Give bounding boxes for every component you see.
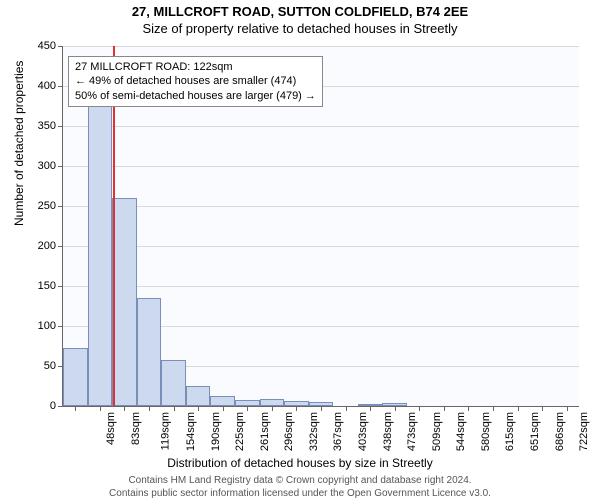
y-tick-mark <box>58 406 63 407</box>
annotation-box: 27 MILLCROFT ROAD: 122sqm← 49% of detach… <box>68 56 323 107</box>
grid-line <box>63 246 579 247</box>
y-tick-label: 150 <box>26 280 56 292</box>
x-tick-label: 261sqm <box>259 412 271 451</box>
y-tick-mark <box>58 126 63 127</box>
y-tick-mark <box>58 166 63 167</box>
y-tick-mark <box>58 326 63 327</box>
x-tick-mark <box>370 406 371 411</box>
grid-line <box>63 206 579 207</box>
x-tick-label: 332sqm <box>308 412 320 451</box>
x-axis-label: Distribution of detached houses by size … <box>0 456 600 470</box>
x-tick-mark <box>419 406 420 411</box>
grid-line <box>63 166 579 167</box>
x-tick-mark <box>296 406 297 411</box>
x-tick-label: 544sqm <box>455 412 467 451</box>
y-tick-label: 400 <box>26 80 56 92</box>
x-tick-mark <box>198 406 199 411</box>
x-tick-label: 651sqm <box>529 412 541 451</box>
annotation-line: ← 49% of detached houses are smaller (47… <box>75 74 316 88</box>
x-tick-mark <box>149 406 150 411</box>
x-tick-label: 225sqm <box>234 412 246 451</box>
y-tick-label: 300 <box>26 160 56 172</box>
x-tick-label: 190sqm <box>210 412 222 451</box>
histogram-bar <box>161 360 186 406</box>
histogram-bar <box>186 386 211 406</box>
y-tick-mark <box>58 286 63 287</box>
x-tick-mark <box>518 406 519 411</box>
annotation-line: 50% of semi-detached houses are larger (… <box>75 89 316 103</box>
y-axis-label: Number of detached properties <box>12 61 26 226</box>
histogram-bar <box>260 399 285 406</box>
y-tick-label: 50 <box>26 360 56 372</box>
x-tick-mark <box>567 406 568 411</box>
x-tick-mark <box>542 406 543 411</box>
histogram-bar <box>112 198 137 406</box>
x-tick-mark <box>223 406 224 411</box>
x-tick-mark <box>468 406 469 411</box>
x-tick-label: 48sqm <box>105 412 117 445</box>
x-tick-label: 473sqm <box>406 412 418 451</box>
x-tick-mark <box>346 406 347 411</box>
x-tick-label: 403sqm <box>357 412 369 451</box>
footer-attribution: Contains HM Land Registry data © Crown c… <box>0 475 600 500</box>
y-tick-label: 0 <box>26 400 56 412</box>
y-tick-mark <box>58 86 63 87</box>
x-tick-mark <box>247 406 248 411</box>
annotation-line: 27 MILLCROFT ROAD: 122sqm <box>75 60 316 74</box>
x-tick-label: 438sqm <box>382 412 394 451</box>
x-tick-mark <box>174 406 175 411</box>
x-tick-label: 615sqm <box>505 412 517 451</box>
x-tick-label: 686sqm <box>554 412 566 451</box>
x-tick-label: 154sqm <box>185 412 197 451</box>
chart-area: 48sqm83sqm119sqm154sqm190sqm225sqm261sqm… <box>62 46 578 406</box>
grid-line <box>63 126 579 127</box>
grid-line <box>63 286 579 287</box>
chart-title-1: 27, MILLCROFT ROAD, SUTTON COLDFIELD, B7… <box>0 4 600 19</box>
x-tick-label: 119sqm <box>160 412 172 450</box>
chart-title-2: Size of property relative to detached ho… <box>0 21 600 36</box>
x-tick-label: 296sqm <box>283 412 295 451</box>
histogram-bar <box>210 396 235 406</box>
x-tick-mark <box>272 406 273 411</box>
x-tick-label: 509sqm <box>431 412 443 451</box>
x-tick-mark <box>395 406 396 411</box>
y-tick-label: 100 <box>26 320 56 332</box>
y-tick-label: 350 <box>26 120 56 132</box>
histogram-bar <box>63 348 88 406</box>
histogram-bar <box>137 298 162 406</box>
x-tick-mark <box>100 406 101 411</box>
x-tick-label: 367sqm <box>333 412 345 451</box>
y-tick-label: 250 <box>26 200 56 212</box>
x-tick-label: 83sqm <box>130 412 142 445</box>
x-tick-mark <box>75 406 76 411</box>
histogram-bar <box>88 104 113 406</box>
x-tick-mark <box>444 406 445 411</box>
x-tick-mark <box>124 406 125 411</box>
y-tick-mark <box>58 246 63 247</box>
y-tick-mark <box>58 46 63 47</box>
y-tick-mark <box>58 206 63 207</box>
footer-line-2: Contains public sector information licen… <box>0 488 600 501</box>
y-tick-label: 450 <box>26 40 56 52</box>
x-tick-label: 580sqm <box>480 412 492 451</box>
x-tick-mark <box>321 406 322 411</box>
x-tick-label: 722sqm <box>578 412 590 451</box>
x-tick-mark <box>493 406 494 411</box>
grid-line <box>63 46 579 47</box>
footer-line-1: Contains HM Land Registry data © Crown c… <box>0 475 600 488</box>
y-tick-label: 200 <box>26 240 56 252</box>
